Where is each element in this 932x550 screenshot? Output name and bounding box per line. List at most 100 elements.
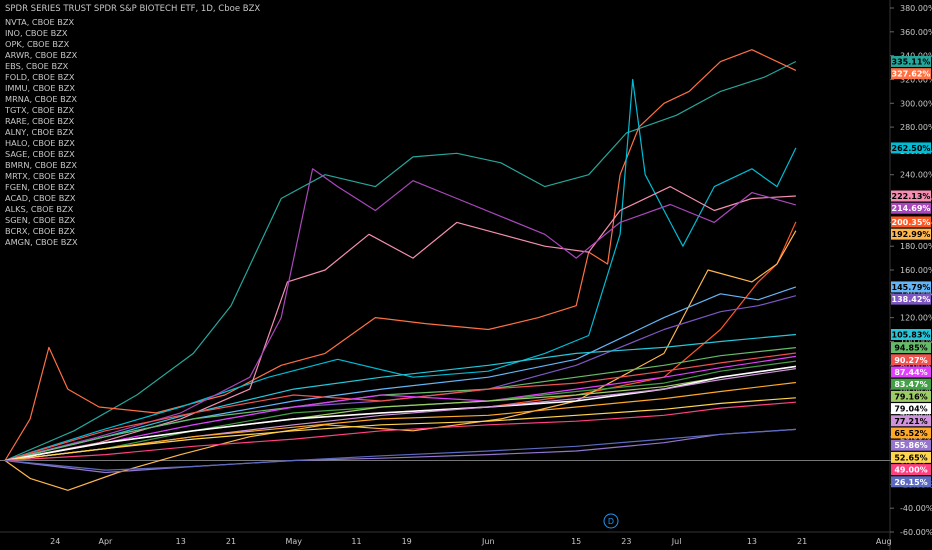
last-value-tag: 26.15%: [891, 476, 931, 488]
y-tick-label: 300.00%: [900, 99, 932, 108]
y-tick-label: 80.00%: [900, 361, 931, 370]
last-value-tag: 105.83%: [891, 329, 931, 341]
legend-item[interactable]: OPK, CBOE BZX: [5, 39, 70, 49]
last-value-tag-bg: [891, 354, 931, 366]
legend-item[interactable]: NVTA, CBOE BZX: [5, 17, 75, 27]
event-marker[interactable]: D: [603, 513, 619, 529]
legend-item[interactable]: ARWR, CBOE BZX: [5, 50, 78, 60]
legend-item[interactable]: INO, CBOE BZX: [5, 28, 68, 38]
legend-item[interactable]: ALKS, CBOE BZX: [5, 204, 74, 214]
series-line: [4, 333, 796, 462]
last-value-tag-bg: [891, 439, 931, 451]
last-value-tag-label: 145.79%: [892, 283, 931, 292]
y-tick-label: 240.00%: [900, 171, 932, 180]
last-value-tag-label: 200.35%: [892, 218, 931, 227]
last-value-tag-bg: [891, 293, 931, 305]
last-value-tag: 214.69%: [891, 202, 931, 214]
series-line: [4, 365, 797, 462]
x-tick-label: 24: [50, 537, 60, 546]
last-value-tag-label: 79.04%: [894, 405, 927, 414]
legend-item[interactable]: MRTX, CBOE BZX: [5, 171, 76, 181]
y-tick-label: 180.00%: [900, 242, 932, 251]
legend: NVTA, CBOE BZX INO, CBOE BZX OPK, CBOE BZX…: [5, 17, 78, 248]
last-value-tag-bg: [891, 329, 931, 341]
last-value-tag: 335.11%: [891, 55, 931, 67]
legend-item[interactable]: FGEN, CBOE BZX: [5, 182, 75, 192]
last-value-tag-bg: [891, 216, 931, 228]
last-value-tag: 327.62%: [891, 68, 931, 80]
legend-item[interactable]: EBS, CBOE BZX: [5, 61, 69, 71]
last-value-tag-label: 192.99%: [892, 230, 931, 239]
series-line: [4, 60, 797, 462]
x-tick-label: 21: [797, 537, 807, 546]
legend-item[interactable]: SAGE, CBOE BZX: [5, 149, 75, 159]
series-line: [4, 168, 797, 462]
event-marker-label: D: [608, 517, 614, 526]
last-value-tag-label: 79.16%: [894, 392, 927, 401]
last-value-tag-bg: [891, 55, 931, 67]
legend-item[interactable]: IMMU, CBOE BZX: [5, 83, 75, 93]
last-value-tag: 79.04%: [891, 403, 931, 415]
last-value-tag-label: 83.47%: [894, 380, 927, 389]
last-value-tag: 222.13%: [891, 190, 931, 202]
last-value-tag: 87.44%: [891, 366, 931, 378]
x-tick-label: 13: [747, 537, 757, 546]
legend-item[interactable]: MRNA, CBOE BZX: [5, 94, 77, 104]
y-tick-label: 360.00%: [900, 28, 932, 37]
last-value-tag-bg: [891, 68, 931, 80]
last-value-tag-bg: [891, 390, 931, 402]
legend-item[interactable]: TGTX, CBOE BZX: [5, 105, 75, 115]
last-value-tag: 145.79%: [891, 281, 931, 293]
last-value-tag-label: 65.52%: [894, 429, 927, 438]
legend-item[interactable]: BCRX, CBOE BZX: [5, 226, 75, 236]
last-value-tag-label: 262.50%: [892, 144, 931, 153]
x-tick-label: Aug: [876, 537, 892, 546]
y-tick-label: 280.00%: [900, 123, 932, 132]
legend-item[interactable]: RARE, CBOE BZX: [5, 116, 75, 126]
last-value-tag-label: 26.15%: [894, 478, 927, 487]
x-tick-label: 23: [621, 537, 631, 546]
x-tick-label: 15: [571, 537, 581, 546]
last-value-tag: 200.35%: [891, 216, 931, 228]
x-tick-label: Jul: [671, 537, 682, 546]
x-tick-label: 11: [351, 537, 361, 546]
y-tick-label: 120.00%: [900, 314, 932, 323]
last-value-tag-label: 335.11%: [892, 57, 931, 66]
last-value-tag-label: 94.85%: [894, 344, 927, 353]
x-tick-label: Apr: [99, 537, 114, 546]
last-value-tag-bg: [891, 415, 931, 427]
series-line: [4, 78, 797, 462]
last-value-tag-bg: [891, 142, 931, 154]
x-tick-label: 19: [402, 537, 412, 546]
x-tick-label: 21: [226, 537, 236, 546]
last-value-tag-bg: [891, 451, 931, 463]
series-line: [4, 401, 796, 462]
series-line: [4, 381, 796, 462]
last-value-tag-bg: [891, 366, 931, 378]
last-value-tag-bg: [891, 476, 931, 488]
y-tick-label: 320.00%: [900, 75, 932, 84]
legend-item[interactable]: HALO, CBOE BZX: [5, 138, 75, 148]
legend-item[interactable]: ALNY, CBOE BZX: [5, 127, 74, 137]
legend-item[interactable]: BMRN, CBOE BZX: [5, 160, 77, 170]
last-value-tag-label: 105.83%: [892, 331, 931, 340]
last-value-tag-bg: [891, 342, 931, 354]
legend-item[interactable]: AMGN, CBOE BZX: [5, 237, 78, 247]
series-group: [4, 49, 797, 491]
last-value-tag-label: 214.69%: [892, 204, 931, 213]
last-value-tag-bg: [891, 190, 931, 202]
legend-item[interactable]: SGEN, CBOE BZX: [5, 215, 76, 225]
series-line: [4, 347, 796, 462]
y-tick-label: -40.00%: [900, 504, 932, 513]
legend-item[interactable]: FOLD, CBOE BZX: [5, 72, 75, 82]
last-value-tag: 55.86%: [891, 439, 931, 451]
last-value-tag-label: 138.42%: [892, 295, 931, 304]
series-line: [4, 49, 797, 461]
last-value-tag: 83.47%: [891, 378, 931, 390]
legend-item[interactable]: ACAD, CBOE BZX: [5, 193, 76, 203]
last-value-tag-bg: [891, 378, 931, 390]
y-tick-label: 160.00%: [900, 266, 932, 275]
last-value-tag-label: 55.86%: [894, 441, 927, 450]
last-value-tag: 94.85%: [891, 342, 931, 354]
